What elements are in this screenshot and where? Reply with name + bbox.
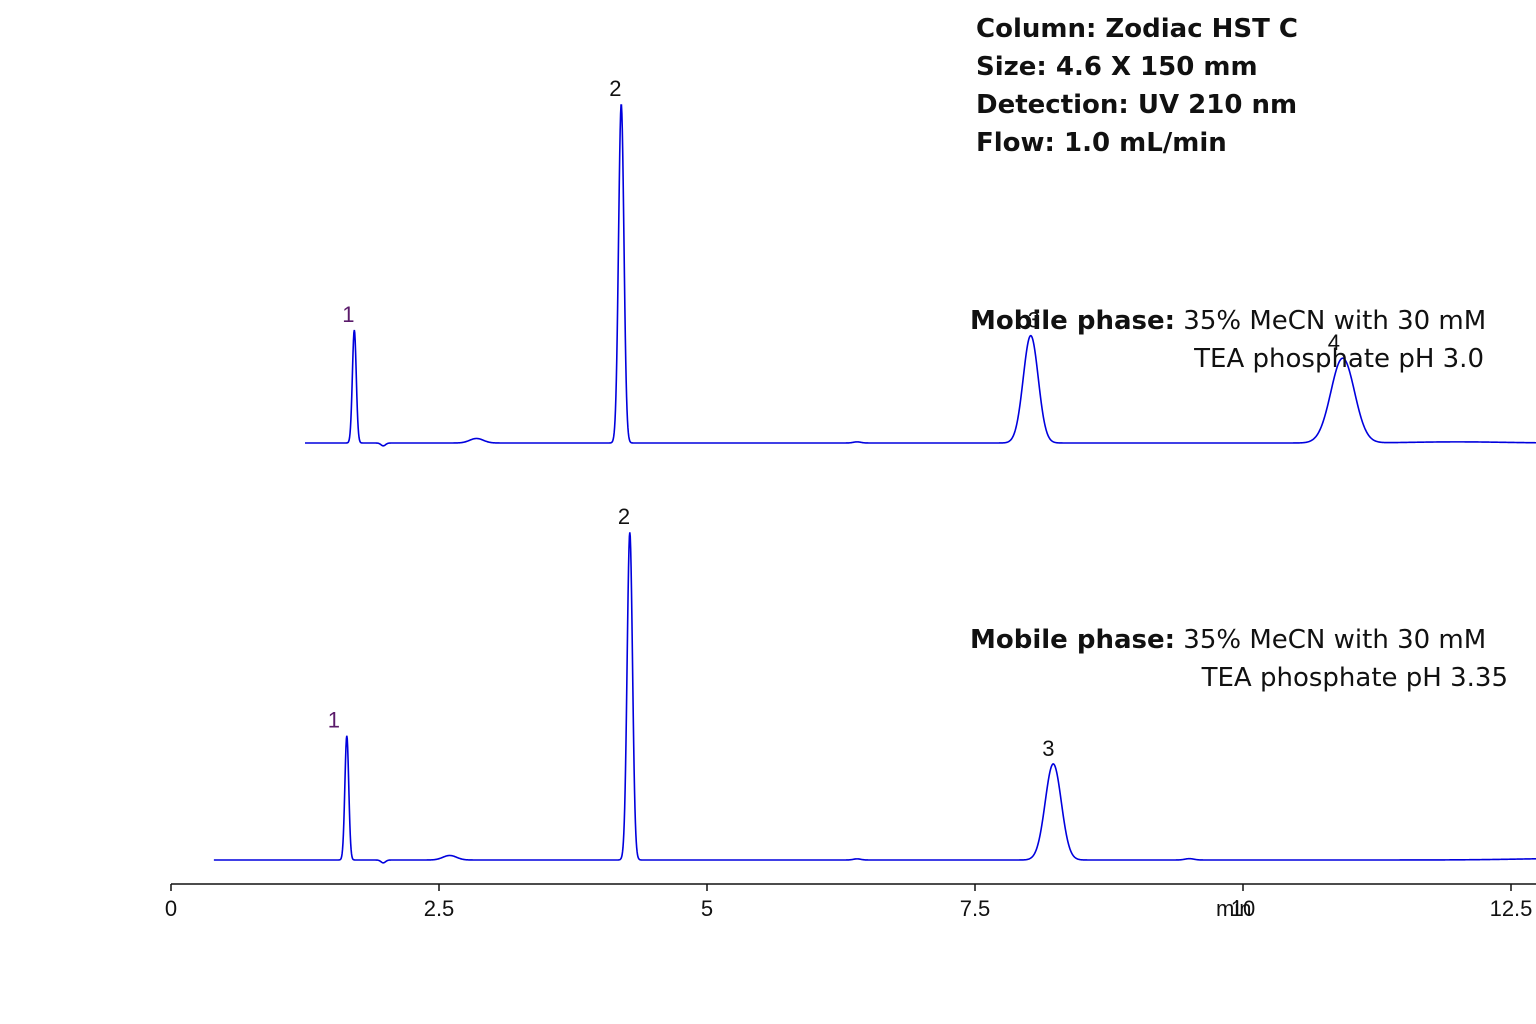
trace-line [213, 532, 1536, 864]
mobile-phase-bold: Mobile phase: [970, 625, 1176, 655]
size-info: Size: 4.6 X 150 mm [976, 52, 1258, 82]
traces-layer: 12341234 [213, 76, 1536, 864]
mobile-phase-line2: TEA phosphate pH 3.35 [1201, 663, 1508, 693]
column-info: Column: Zodiac HST C [976, 14, 1299, 44]
x-tick-label: 2.5 [424, 896, 455, 921]
mobile-phase-line1: 35% MeCN with 30 mM [1175, 306, 1487, 336]
x-tick-label: 12.5 [1490, 896, 1533, 921]
x-tick-label: 0 [165, 896, 177, 921]
detection-info: Detection: UV 210 nm [976, 90, 1298, 120]
trace-1: 1 2 3 4 [305, 76, 1536, 447]
x-tick-label: 10 [1231, 896, 1255, 921]
mobile-phase-label-bottom: Mobile phase: 35% MeCN with 30 mM TEA ph… [970, 621, 1508, 697]
trace-line [305, 104, 1536, 447]
flow-info: Flow: 1.0 mL/min [976, 128, 1227, 158]
peak-label: 4 [1328, 330, 1340, 355]
mobile-phase-line2: TEA phosphate pH 3.0 [1194, 344, 1484, 374]
method-info: Column: Zodiac HST C Size: 4.6 X 150 mm … [976, 10, 1298, 162]
mobile-phase-line1: 35% MeCN with 30 mM [1175, 625, 1487, 655]
peak-label: 3 [1028, 308, 1040, 333]
peak-label: 2 [609, 76, 621, 101]
x-tick-label: 5 [701, 896, 713, 921]
x-axis-label: min [1216, 896, 1251, 921]
peak-label: 3 [1042, 736, 1054, 761]
mobile-phase-bold: Mobile phase: [970, 306, 1176, 336]
peak-label: 1 [328, 708, 340, 733]
mobile-phase-label-top: Mobile phase: 35% MeCN with 30 mM TEA ph… [970, 302, 1486, 378]
x-tick-label: 7.5 [960, 896, 991, 921]
peak-label: 2 [618, 504, 630, 529]
peak-label: 1 [342, 302, 354, 327]
